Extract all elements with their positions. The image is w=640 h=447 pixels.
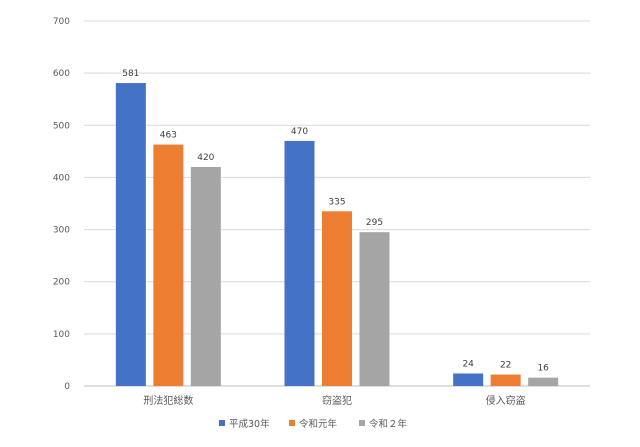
data-label: 295 [366,218,383,228]
data-label: 420 [197,153,214,163]
legend-label: 令和元年 [299,418,338,430]
bar [115,83,146,387]
bar [190,167,221,386]
y-tick-label: 600 [53,69,70,79]
legend-swatch [289,420,295,426]
data-label: 22 [500,361,511,371]
y-axis-tick-labels: 0 100 200 300 400 500 600 700 [53,17,70,392]
legend-swatch [219,420,225,426]
y-tick-label: 700 [53,17,70,27]
data-labels: 581 463 420 470 335 295 24 22 16 [122,69,549,374]
bar [453,373,484,386]
data-label: 470 [291,127,308,137]
legend-swatch [359,420,365,426]
data-label: 463 [160,131,177,141]
y-tick-label: 500 [53,121,70,131]
data-label: 335 [328,197,345,207]
y-tick-label: 400 [53,173,70,183]
bars [115,83,559,387]
x-axis-category-labels: 刑法犯総数 窃盗犯 侵入窃盗 [143,394,525,407]
category-label: 刑法犯総数 [143,394,193,407]
bar [359,232,390,386]
bar [528,377,559,386]
category-label: 侵入窃盗 [486,394,526,407]
legend-label: 令和２年 [369,418,408,430]
y-tick-label: 0 [64,382,70,392]
data-label: 16 [537,364,549,374]
bar [284,140,315,386]
y-tick-label: 100 [53,330,70,340]
data-label: 24 [462,359,474,369]
y-tick-label: 300 [53,226,70,236]
legend-label: 平成30年 [229,418,270,430]
bar [322,211,352,386]
bar [490,374,521,386]
legend: 平成30年 令和元年 令和２年 [219,418,408,430]
bar [153,144,184,386]
data-label: 581 [122,69,139,79]
y-tick-label: 200 [53,278,70,288]
category-label: 窃盗犯 [322,394,352,407]
